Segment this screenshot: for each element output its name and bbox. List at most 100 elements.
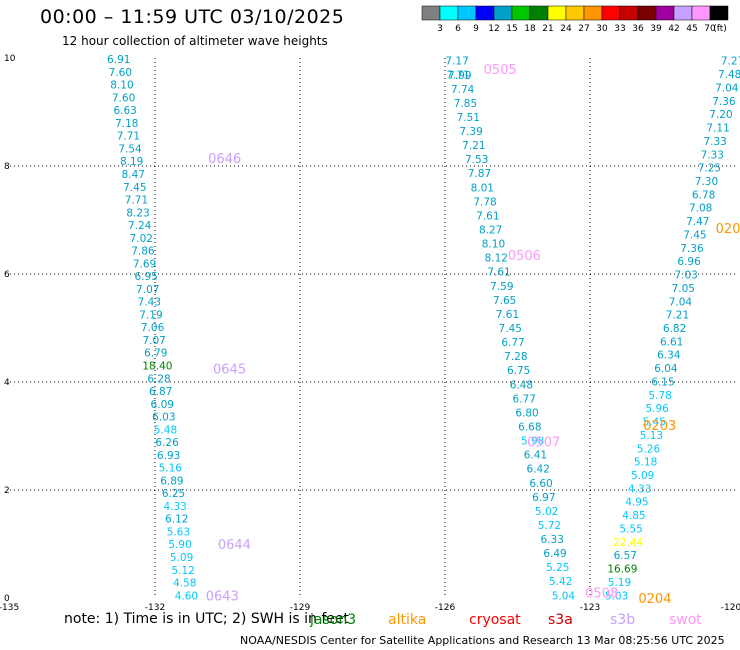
color-swatch (475, 5, 495, 21)
track-id-label: 0643 (206, 589, 239, 604)
swh-value: 4.33 (628, 483, 651, 495)
swh-value: 7.07 (142, 335, 165, 347)
color-scale-label: 3 (437, 24, 443, 34)
swh-value: 7.45 (499, 323, 522, 335)
swh-value: 7.71 (446, 70, 469, 82)
swh-value: 6.03 (152, 412, 175, 424)
track-id-label: 0505 (484, 63, 517, 78)
swh-value: 5.02 (535, 506, 558, 518)
swh-value: 4.95 (625, 497, 648, 509)
swh-value: 7.61 (476, 210, 499, 222)
color-scale-label: 9 (473, 24, 479, 34)
swh-value: 7.17 (445, 56, 468, 68)
color-scale-label: 24 (560, 24, 572, 34)
swh-value: 5.18 (634, 457, 657, 469)
color-swatch (511, 5, 531, 21)
swh-value: 5.09 (170, 552, 193, 564)
color-swatch (691, 5, 711, 21)
color-scale-label: 15 (506, 24, 517, 34)
swh-value: 4.60 (175, 590, 198, 602)
swh-value: 5.45 (643, 417, 666, 429)
swh-value: 6.68 (518, 421, 541, 433)
track-id-label: 0507 (527, 435, 560, 450)
swh-value: 6.96 (677, 256, 701, 268)
swh-value: 4.33 (163, 501, 186, 513)
swh-value: 7.60 (109, 67, 132, 79)
track-id-label: 0203 (643, 419, 676, 434)
swh-value: 5.55 (619, 523, 642, 535)
swh-value: 6.57 (614, 550, 637, 562)
page-subtitle: 12 hour collection of altimeter wave hei… (62, 34, 328, 48)
swh-value: 6.79 (144, 348, 167, 360)
swh-value: 5.16 (159, 463, 183, 475)
swh-value: 5.04 (552, 590, 576, 602)
swh-value: 6.25 (162, 488, 185, 500)
color-scale-bar: 3 6 9 12 15 18 21 24 27 30 33 36 39 42 45 70(ft) (421, 5, 729, 34)
lon-tick-label: -132 (145, 603, 165, 613)
swh-value: 5.26 (637, 443, 661, 455)
swh-value: 6.75 (507, 365, 530, 377)
swh-value: 6.49 (543, 548, 566, 560)
swh-value: 6.60 (529, 478, 552, 490)
swh-value: 6.91 (107, 54, 130, 66)
swh-value: 7.02 (130, 233, 153, 245)
swh-value: 6.48 (510, 379, 533, 391)
lat-tick-label: 4 (4, 378, 10, 388)
color-scale-label: 33 (614, 24, 625, 34)
color-swatch (421, 5, 441, 21)
legend-item: s3a (548, 612, 573, 628)
color-swatch (655, 5, 675, 21)
swh-value: 6.04 (654, 363, 678, 375)
swh-value: 8.10 (110, 80, 133, 92)
swh-value: 7.71 (125, 195, 148, 207)
swh-value: 6.26 (155, 437, 179, 449)
swh-value: 7.51 (457, 112, 480, 124)
swh-value: 5.13 (640, 430, 663, 442)
swh-value: 5.78 (648, 390, 671, 402)
swh-value: 7.21 (666, 310, 689, 322)
track-id-label: 0506 (508, 249, 541, 264)
satellite-pass-c: 7.277.487.047.367.207.117.337.337.257.30… (605, 56, 740, 603)
track-id-label: 0508 (585, 587, 618, 602)
swh-value: 8.47 (122, 169, 145, 181)
legend-item: cryosat (469, 612, 521, 628)
color-swatch (583, 5, 603, 21)
swh-value: 7.53 (465, 154, 488, 166)
swh-value: 7.39 (459, 126, 482, 138)
swh-value: 6.41 (524, 450, 547, 462)
swh-value: 5.25 (546, 562, 569, 574)
page-title: 00:00 – 11:59 UTC 03/10/2025 (40, 6, 345, 28)
swh-value: 5.72 (538, 520, 561, 532)
swh-value: 6.77 (513, 393, 536, 405)
legend-item: altika (388, 612, 427, 628)
swh-value: 5.63 (167, 526, 190, 538)
lon-tick-label: -126 (435, 603, 456, 613)
lon-tick-label: -120 (721, 603, 740, 613)
swh-value: 16.69 (607, 564, 637, 576)
swh-value: 6.87 (149, 386, 172, 398)
swh-value: 5.09 (631, 470, 654, 482)
swh-value: 7.08 (689, 203, 712, 215)
color-scale-label: 39 (650, 24, 662, 34)
swh-value: 5.03 (605, 590, 628, 602)
swh-value: 7.27 (721, 56, 740, 68)
lat-lon-grid (10, 58, 735, 598)
swh-value: 6.95 (134, 271, 157, 283)
credit-line: NOAA/NESDIS Center for Satellite Applica… (240, 634, 725, 647)
swh-value: 7.61 (496, 309, 519, 321)
track-id-labels: 0643064406450646050505060507050802030204… (206, 63, 740, 607)
color-swatch (547, 5, 567, 21)
swh-value: 7.65 (493, 295, 516, 307)
swh-value: 6.89 (160, 475, 183, 487)
color-scale-label: 12 (488, 24, 499, 34)
color-swatch (709, 5, 729, 21)
color-swatch (439, 5, 459, 21)
swh-value: 7.07 (136, 284, 159, 296)
track-id-label: 0646 (208, 152, 241, 167)
swh-value: 6.80 (515, 407, 538, 419)
swh-value: 6.42 (527, 464, 550, 476)
color-swatch (601, 5, 621, 21)
swh-value: 7.18 (115, 118, 138, 130)
swh-value: 6.97 (532, 492, 555, 504)
